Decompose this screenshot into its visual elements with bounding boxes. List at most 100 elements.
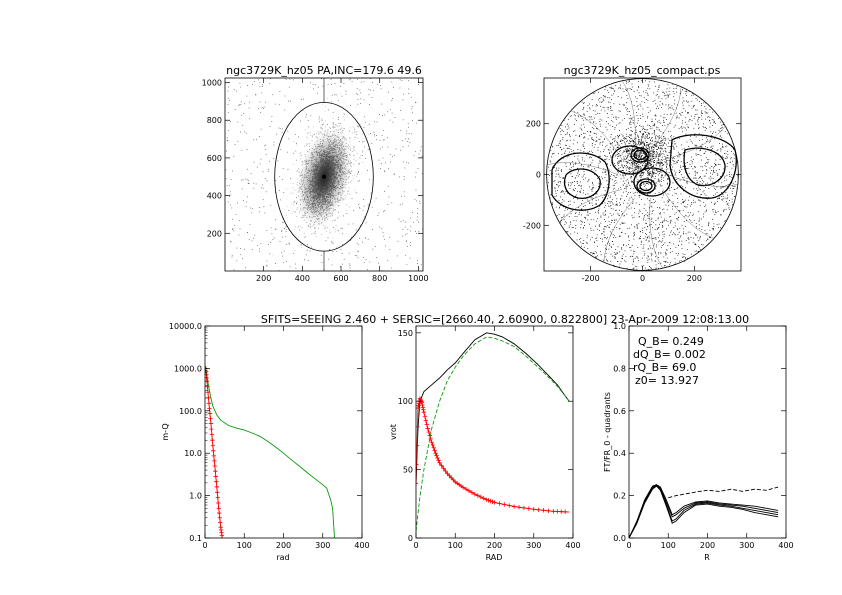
map-point	[675, 179, 677, 180]
map-point	[642, 246, 644, 248]
galaxy-pixel	[335, 166, 337, 168]
galaxy-pixel	[349, 148, 351, 150]
map-point	[582, 192, 584, 194]
noise-pixel	[348, 263, 350, 265]
map-point	[552, 204, 553, 206]
galaxy-pixel	[334, 162, 335, 164]
map-point	[655, 256, 656, 258]
galaxy-pixel	[317, 163, 319, 165]
map-point	[553, 152, 555, 154]
map-point	[653, 245, 655, 247]
noise-pixel	[342, 263, 343, 265]
noise-pixel	[233, 89, 235, 90]
galaxy-pixel	[317, 192, 319, 194]
galaxy-pixel	[322, 188, 324, 190]
map-point	[678, 238, 680, 240]
map-point	[602, 98, 604, 100]
galaxy-pixel	[332, 212, 333, 214]
map-point	[625, 107, 627, 109]
galaxy-pixel	[319, 139, 321, 140]
noise-pixel	[226, 137, 228, 139]
map-point	[639, 95, 641, 96]
galaxy-pixel	[314, 210, 316, 212]
map-point	[579, 162, 581, 163]
galaxy-pixel	[317, 155, 318, 156]
map-point	[596, 234, 598, 236]
galaxy-pixel	[326, 167, 327, 169]
noise-pixel	[302, 109, 304, 111]
map-point	[558, 144, 559, 146]
noise-pixel	[260, 128, 262, 130]
map-point	[647, 218, 649, 219]
noise-pixel	[238, 234, 240, 236]
galaxy-pixel	[337, 200, 339, 202]
galaxy-pixel	[337, 192, 339, 194]
noise-pixel	[227, 201, 229, 203]
galaxy-pixel	[327, 215, 329, 217]
map-point	[704, 230, 706, 231]
map-point	[562, 190, 564, 191]
galaxy-pixel	[327, 162, 328, 164]
map-point	[666, 253, 668, 255]
map-point	[618, 228, 620, 230]
galaxy-pixel	[321, 168, 323, 169]
galaxy-pixel	[311, 153, 313, 155]
galaxy-pixel	[319, 188, 320, 190]
noise-pixel	[368, 124, 370, 125]
galaxy-pixel	[338, 174, 340, 176]
galaxy-pixel	[300, 199, 302, 200]
galaxy-pixel	[329, 156, 331, 158]
galaxy-pixel	[312, 194, 314, 195]
galaxy-pixel	[337, 161, 338, 163]
galaxy-pixel	[327, 157, 329, 159]
galaxy-pixel	[330, 204, 332, 206]
map-point	[618, 160, 619, 162]
galaxy-pixel	[292, 192, 294, 194]
noise-pixel	[378, 262, 379, 264]
map-point	[629, 227, 631, 229]
map-point	[737, 175, 738, 177]
map-point	[707, 198, 709, 200]
noise-pixel	[360, 224, 362, 226]
galaxy-pixel	[342, 178, 344, 180]
map-point	[583, 171, 585, 172]
noise-pixel	[321, 119, 323, 121]
noise-pixel	[377, 83, 379, 85]
noise-pixel	[303, 98, 304, 100]
galaxy-pixel	[325, 184, 327, 185]
galaxy-pixel	[335, 231, 336, 233]
map-point	[682, 120, 683, 122]
map-point	[598, 155, 600, 157]
noise-pixel	[399, 176, 400, 178]
galaxy-pixel	[335, 124, 336, 125]
map-point	[580, 165, 582, 167]
galaxy-pixel	[298, 187, 300, 189]
map-point	[721, 192, 722, 193]
map-point	[669, 87, 671, 89]
galaxy-pixel	[329, 188, 330, 190]
galaxy-pixel	[323, 183, 325, 185]
map-point	[583, 132, 584, 134]
map-point	[726, 203, 728, 205]
galaxy-pixel	[315, 161, 317, 162]
galaxy-pixel	[310, 194, 311, 196]
galaxy-pixel	[318, 153, 320, 155]
galaxy-pixel	[328, 163, 330, 165]
map-point	[729, 171, 730, 173]
map-point	[660, 168, 662, 170]
galaxy-pixel	[328, 149, 330, 150]
map-point	[558, 181, 560, 182]
galaxy-pixel	[368, 123, 370, 125]
galaxy-pixel	[323, 146, 325, 147]
galaxy-pixel	[329, 161, 331, 163]
galaxy-pixel	[349, 162, 351, 164]
map-point	[580, 238, 582, 239]
map-point	[656, 152, 658, 153]
noise-pixel	[230, 191, 231, 193]
map-point	[713, 185, 715, 186]
galaxy-pixel	[319, 183, 321, 184]
galaxy-pixel	[318, 218, 320, 220]
galaxy-pixel	[338, 182, 340, 184]
map-point	[642, 108, 644, 110]
map-point	[698, 240, 700, 241]
